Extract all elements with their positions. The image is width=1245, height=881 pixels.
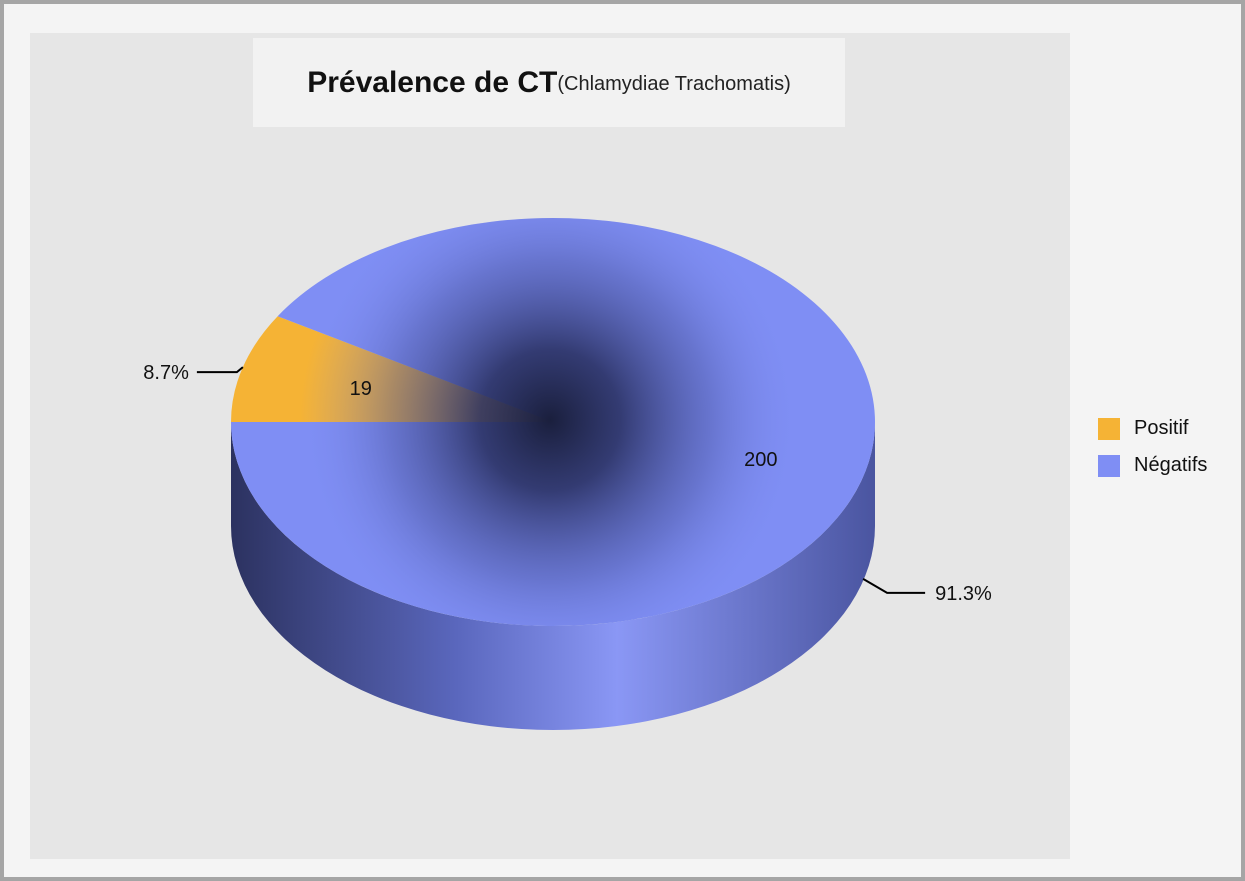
pie-group bbox=[231, 218, 875, 730]
label-group: 19 200 8.7% 91.3% bbox=[143, 362, 992, 605]
pie-shading bbox=[231, 218, 875, 626]
legend-item-négatifs: Négatifs bbox=[1098, 447, 1207, 484]
value-label-négatifs: 200 bbox=[744, 449, 777, 471]
leader-line-négatifs bbox=[862, 577, 926, 594]
chart-title-box: Prévalence de CT (Chlamydiae Trachomatis… bbox=[253, 38, 845, 127]
leader-line-positif bbox=[196, 366, 244, 374]
chart-title: Prévalence de CT bbox=[307, 65, 558, 99]
percent-label-positif: 8.7% bbox=[143, 362, 189, 384]
chart-subtitle: (Chlamydiae Trachomatis) bbox=[557, 73, 791, 95]
percent-label-négatifs: 91.3% bbox=[935, 583, 992, 605]
value-label-positif: 19 bbox=[350, 378, 372, 400]
legend-label: Négatifs bbox=[1134, 454, 1208, 476]
legend-item-positif: Positif bbox=[1098, 410, 1207, 447]
legend: Positif Négatifs bbox=[1098, 410, 1207, 484]
legend-swatch bbox=[1098, 417, 1120, 440]
legend-label: Positif bbox=[1134, 417, 1189, 439]
pie-side bbox=[231, 422, 875, 730]
legend-swatch bbox=[1098, 454, 1120, 477]
